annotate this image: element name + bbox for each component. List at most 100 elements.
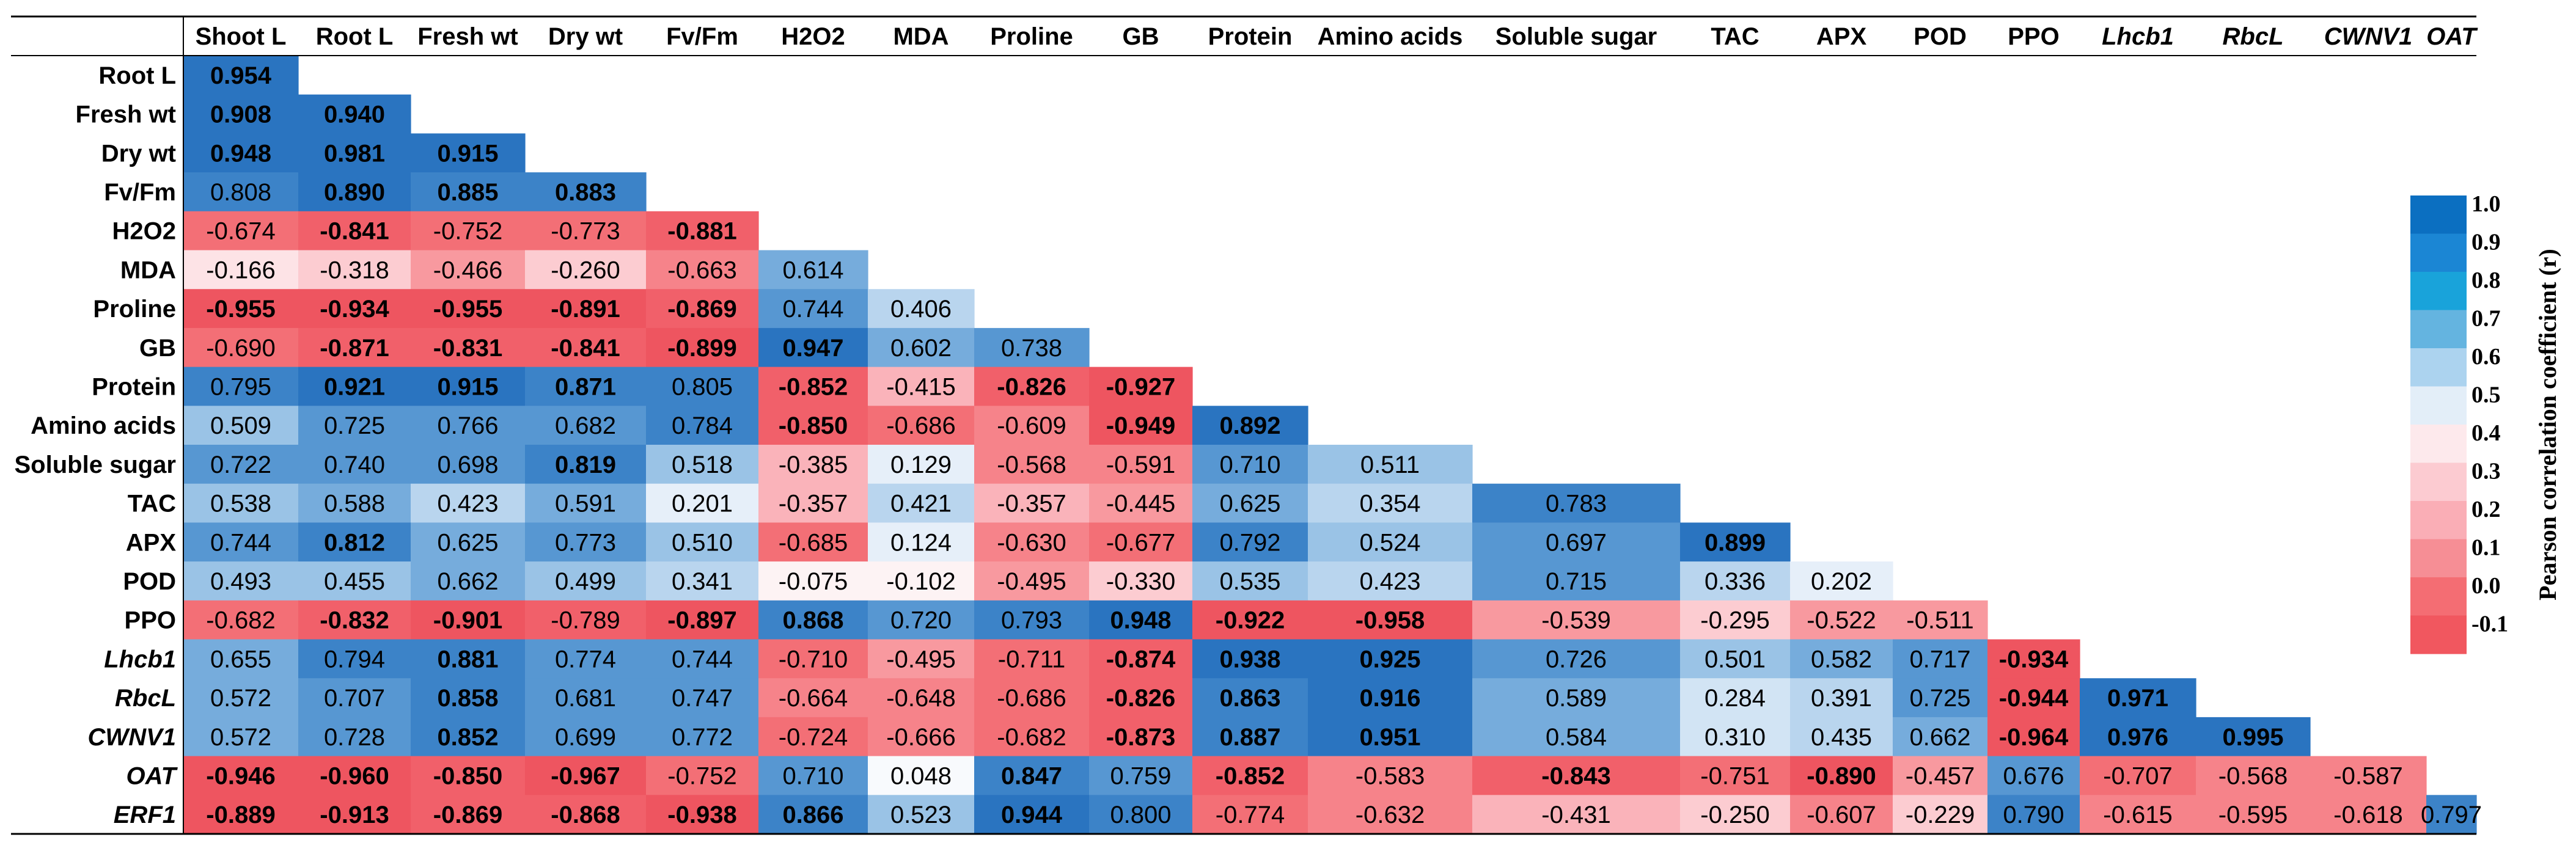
cell-value: -0.897 [667,607,736,634]
cell-value: -0.773 [551,218,620,245]
cell-apx-fresh-wt [411,522,526,562]
cell-erf1-cwnv1 [2310,795,2427,835]
cell-value: 0.995 [2222,724,2283,751]
row-label-fresh-wt: Fresh wt [76,101,176,128]
cell-value: 0.584 [1546,724,1607,751]
cell-value: -0.686 [997,685,1066,712]
cell-erf1-amino-acids [1308,795,1473,835]
cell-ppo-gb [1089,600,1193,640]
cell-ppo-pod [1893,600,1988,640]
cell-value: 0.699 [555,724,616,751]
row-label-lhcb1: Lhcb1 [104,646,176,673]
cell-erf1-lhcb1 [2080,795,2196,835]
cell-value: 0.792 [1219,529,1280,556]
cell-value: -0.663 [667,257,736,283]
cell-ppo-amino-acids [1308,600,1473,640]
cell-value: 0.921 [324,373,385,400]
cell-value: -0.826 [1106,685,1175,712]
cell-value: 0.744 [782,296,843,323]
cell-value: 0.899 [1704,529,1766,556]
cell-value: 0.890 [324,179,385,206]
cell-soluble-sugar-amino-acids [1308,445,1473,484]
legend-tick: 0.6 [2471,344,2501,370]
cell-oat-pod [1893,756,1988,795]
cell-value: -0.964 [1999,724,2069,751]
col-header-ppo: PPO [2008,23,2059,50]
cell-rbcl-lhcb1 [2080,678,2196,718]
cell-pod-shoot-l [183,561,299,601]
cell-value: -0.587 [2333,762,2402,789]
legend-swatch [2410,310,2467,349]
cell-value: 0.589 [1546,685,1607,712]
row-label-root-l: Root L [98,62,176,89]
cell-gb-fv-fm [646,327,759,368]
cell-apx-h2o2 [758,522,868,562]
cell-rbcl-root-l [298,678,411,718]
cell-dry-wt-shoot-l [183,133,299,173]
cell-rbcl-ppo [1987,678,2080,718]
legend-tick: 0.3 [2471,459,2501,484]
cell-erf1-soluble-sugar [1472,795,1681,835]
cell-proline-root-l [298,289,411,329]
legend-swatch [2410,501,2467,540]
cell-value: 0.744 [672,646,733,673]
cell-rbcl-pod [1893,678,1988,718]
cell-oat-fv-fm [646,756,759,795]
legend-tick: -0.1 [2471,612,2508,637]
cell-cwnv1-mda [868,717,975,757]
cell-apx-root-l [298,522,411,562]
cell-oat-shoot-l [183,756,299,795]
cell-ppo-apx [1790,600,1893,640]
cell-cwnv1-h2o2 [758,717,868,757]
cell-value: 0.892 [1219,412,1280,439]
cell-cwnv1-protein [1192,717,1308,757]
cell-value: 0.866 [782,802,843,828]
cell-protein-dry-wt [525,367,647,406]
cell-value: -0.850 [779,412,848,439]
cell-pod-dry-wt [525,561,647,601]
cell-erf1-h2o2 [758,795,868,835]
cell-apx-gb [1089,522,1193,562]
cell-value: -0.967 [551,762,620,789]
cell-value: 0.784 [672,412,733,439]
cell-value: 0.766 [437,412,498,439]
cell-erf1-gb [1089,795,1193,835]
cell-value: 0.744 [210,529,271,556]
cell-value: -0.944 [1999,685,2069,712]
cell-value: 0.676 [2003,762,2064,789]
cell-value: -0.789 [551,607,620,634]
cell-pod-fv-fm [646,561,759,601]
cell-value: 0.738 [1001,335,1062,362]
cell-cwnv1-root-l [298,717,411,757]
cell-value: 0.625 [437,529,498,556]
cell-apx-soluble-sugar [1472,522,1681,562]
cell-pod-fresh-wt [411,561,526,601]
cell-value: 0.812 [324,529,385,556]
cell-mda-dry-wt [525,250,647,290]
cell-erf1-fresh-wt [411,795,526,835]
row-label-tac: TAC [128,491,176,517]
cell-amino-acids-protein [1192,406,1308,445]
cell-gb-fresh-wt [411,327,526,368]
col-header-apx: APX [1816,23,1867,50]
cell-value: -0.229 [1906,802,1975,828]
cell-value: 0.499 [555,568,616,595]
row-label-proline: Proline [93,296,176,323]
cell-cwnv1-rbcl [2196,717,2311,757]
cell-h2o2-shoot-l [183,211,299,251]
heatmap-values: 0.954 0.908 0.940 0.948 0.981 0.915 0.808 0.890… [206,62,2482,828]
col-header-proline: Proline [990,23,1073,50]
cell-value: -0.852 [1216,762,1285,789]
cell-mda-shoot-l [183,250,299,290]
cell-value: 0.572 [210,685,271,712]
cell-value: 0.774 [555,646,616,673]
cell-amino-acids-proline [974,406,1090,445]
row-label-rbcl: RbcL [115,685,176,712]
col-header-rbcl: RbcL [2223,23,2284,50]
cell-value: 0.720 [890,607,952,634]
cell-value: -0.922 [1216,607,1285,634]
cell-value: 0.868 [782,607,843,634]
cell-value: 0.915 [437,373,498,400]
cell-ppo-protein [1192,600,1308,640]
cell-amino-acids-gb [1089,406,1193,445]
